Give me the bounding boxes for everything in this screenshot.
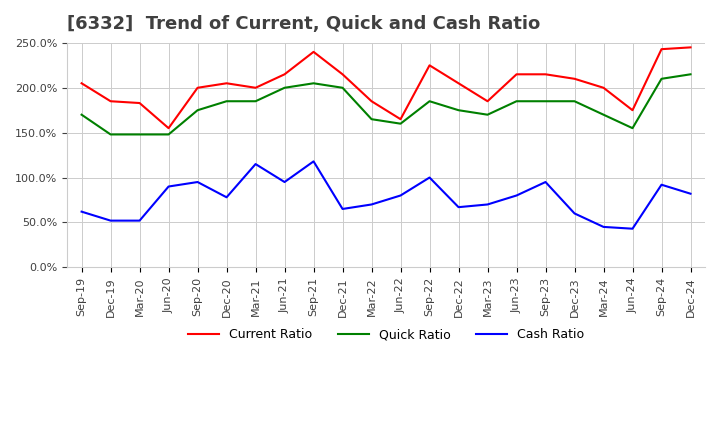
Current Ratio	[454, 81, 463, 86]
Cash Ratio	[338, 206, 347, 212]
Current Ratio	[628, 107, 636, 113]
Cash Ratio	[570, 211, 579, 216]
Quick Ratio	[164, 132, 173, 137]
Cash Ratio	[135, 218, 144, 223]
Quick Ratio	[657, 76, 666, 81]
Quick Ratio	[280, 85, 289, 90]
Quick Ratio	[107, 132, 115, 137]
Current Ratio	[512, 72, 521, 77]
Quick Ratio	[483, 112, 492, 117]
Quick Ratio	[135, 132, 144, 137]
Quick Ratio	[251, 99, 260, 104]
Current Ratio	[107, 99, 115, 104]
Cash Ratio	[222, 194, 231, 200]
Quick Ratio	[309, 81, 318, 86]
Quick Ratio	[686, 72, 695, 77]
Current Ratio	[77, 81, 86, 86]
Current Ratio	[541, 72, 550, 77]
Text: [6332]  Trend of Current, Quick and Cash Ratio: [6332] Trend of Current, Quick and Cash …	[67, 15, 540, 33]
Cash Ratio	[454, 205, 463, 210]
Cash Ratio	[193, 180, 202, 185]
Cash Ratio	[628, 226, 636, 231]
Quick Ratio	[512, 99, 521, 104]
Quick Ratio	[628, 125, 636, 131]
Current Ratio	[367, 99, 376, 104]
Line: Current Ratio: Current Ratio	[81, 48, 690, 128]
Current Ratio	[657, 47, 666, 52]
Current Ratio	[426, 62, 434, 68]
Current Ratio	[599, 85, 608, 90]
Cash Ratio	[280, 180, 289, 185]
Cash Ratio	[541, 180, 550, 185]
Current Ratio	[483, 99, 492, 104]
Quick Ratio	[338, 85, 347, 90]
Current Ratio	[396, 117, 405, 122]
Quick Ratio	[367, 117, 376, 122]
Quick Ratio	[77, 112, 86, 117]
Current Ratio	[686, 45, 695, 50]
Cash Ratio	[426, 175, 434, 180]
Quick Ratio	[454, 107, 463, 113]
Cash Ratio	[367, 202, 376, 207]
Current Ratio	[135, 100, 144, 106]
Quick Ratio	[570, 99, 579, 104]
Cash Ratio	[686, 191, 695, 196]
Current Ratio	[570, 76, 579, 81]
Cash Ratio	[309, 159, 318, 164]
Current Ratio	[193, 85, 202, 90]
Current Ratio	[309, 49, 318, 55]
Cash Ratio	[251, 161, 260, 167]
Cash Ratio	[599, 224, 608, 230]
Cash Ratio	[657, 182, 666, 187]
Current Ratio	[338, 72, 347, 77]
Current Ratio	[280, 72, 289, 77]
Cash Ratio	[164, 184, 173, 189]
Cash Ratio	[107, 218, 115, 223]
Legend: Current Ratio, Quick Ratio, Cash Ratio: Current Ratio, Quick Ratio, Cash Ratio	[183, 323, 589, 346]
Cash Ratio	[396, 193, 405, 198]
Line: Quick Ratio: Quick Ratio	[81, 74, 690, 135]
Quick Ratio	[426, 99, 434, 104]
Quick Ratio	[541, 99, 550, 104]
Cash Ratio	[483, 202, 492, 207]
Line: Cash Ratio: Cash Ratio	[81, 161, 690, 229]
Current Ratio	[222, 81, 231, 86]
Cash Ratio	[512, 193, 521, 198]
Quick Ratio	[222, 99, 231, 104]
Quick Ratio	[599, 112, 608, 117]
Cash Ratio	[77, 209, 86, 214]
Quick Ratio	[396, 121, 405, 126]
Current Ratio	[164, 125, 173, 131]
Quick Ratio	[193, 107, 202, 113]
Current Ratio	[251, 85, 260, 90]
